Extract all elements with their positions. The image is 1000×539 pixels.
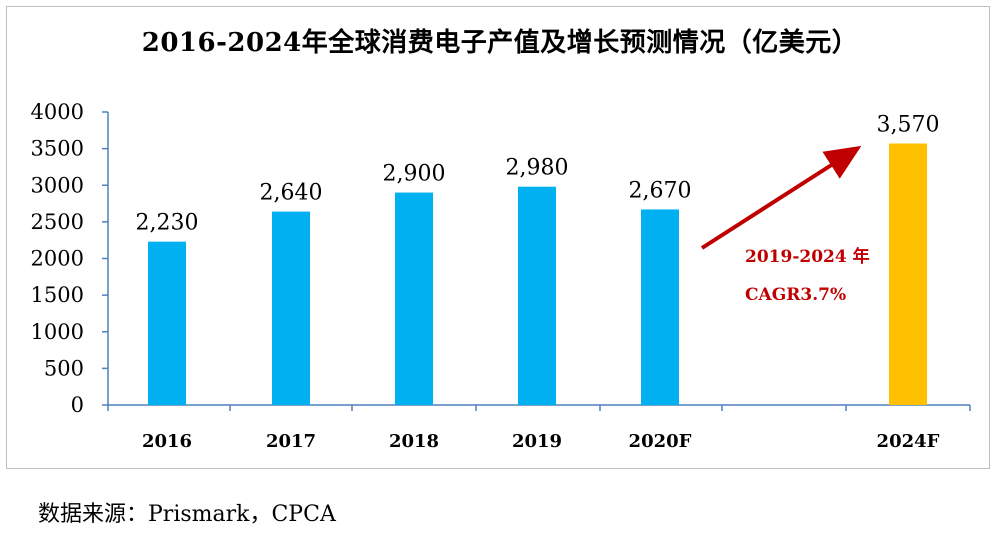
value-label-2020f: 2,670 [629,178,692,203]
cagr-arrow [700,145,862,250]
category-label-2016: 2016 [142,431,192,452]
y-tick-label: 0 [71,393,84,417]
chart-frame [6,6,990,469]
bar-2018 [395,192,433,405]
bar-2016 [148,241,186,405]
y-tick-label: 3000 [31,173,84,197]
category-label-2018: 2018 [389,431,439,452]
y-tick-label: 2500 [31,210,84,234]
y-tick-label: 2000 [31,247,84,271]
category-label-2020f: 2020F [629,431,692,452]
source-note: 数据来源：Prismark，CPCA [38,502,336,527]
value-label-2018: 2,900 [383,162,446,187]
category-label-2024f: 2024F [877,431,940,452]
y-tick-label: 500 [44,356,84,380]
bar-2017 [272,211,310,405]
bar-2024f [889,143,927,405]
y-tick-label: 1000 [31,320,84,344]
value-label-2016: 2,230 [136,211,199,236]
value-label-2024f: 3,570 [877,112,940,137]
cagr-annotation-rate: CAGR3.7% [745,285,846,305]
y-tick-label: 1500 [31,283,84,307]
cagr-annotation-period: 2019-2024 年 [745,246,870,267]
y-tick-label: 3500 [31,137,84,161]
category-label-2017: 2017 [266,431,316,452]
category-label-2019: 2019 [512,431,562,452]
value-label-2017: 2,640 [260,181,323,206]
value-label-2019: 2,980 [506,156,569,181]
chart-title: 2016-2024年全球消费电子产值及增长预测情况（亿美元） [141,28,859,58]
y-tick-label: 4000 [31,100,84,124]
bar-2019 [518,186,556,405]
bar-2020f [641,209,679,405]
